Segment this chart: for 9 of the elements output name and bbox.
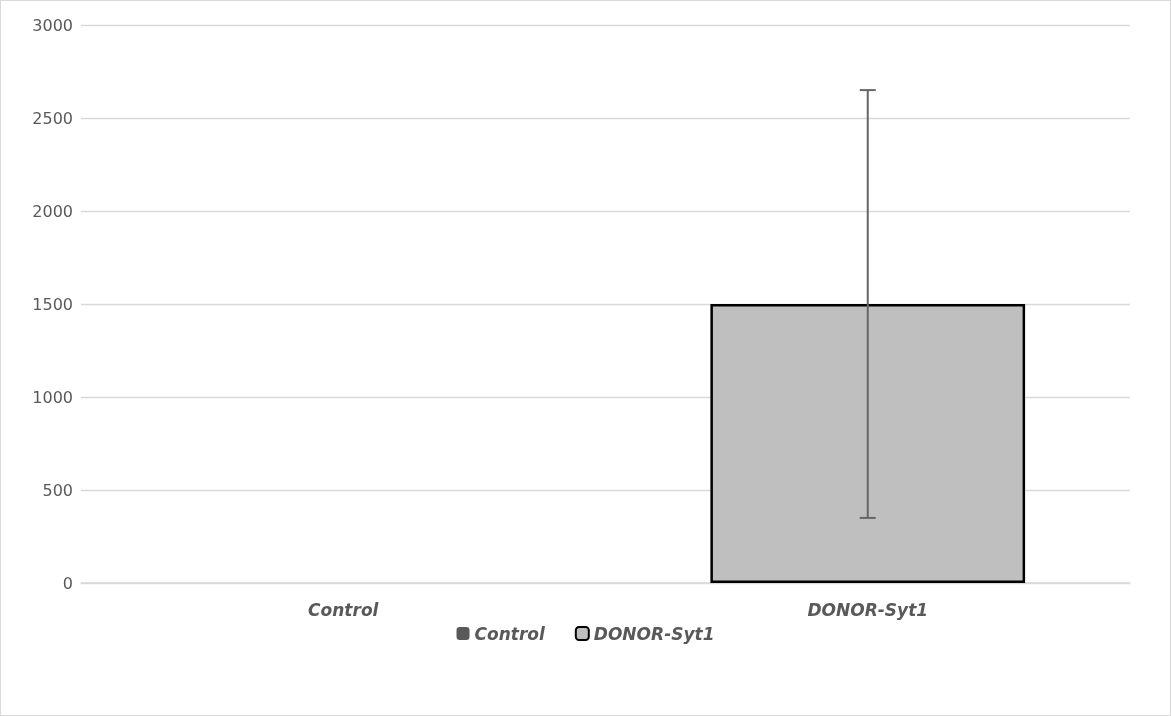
y-tick-label: 3000 (32, 15, 73, 35)
legend-label: DONOR-Syt1 (593, 623, 715, 644)
y-tick-label: 0 (62, 573, 73, 593)
y-tick-label: 500 (42, 480, 73, 500)
legend-label: Control (474, 623, 546, 644)
y-tick-label: 1000 (32, 387, 73, 407)
y-tick-label: 1500 (32, 294, 73, 314)
y-tick-label: 2500 (32, 108, 73, 128)
y-tick-label: 2000 (32, 201, 73, 221)
